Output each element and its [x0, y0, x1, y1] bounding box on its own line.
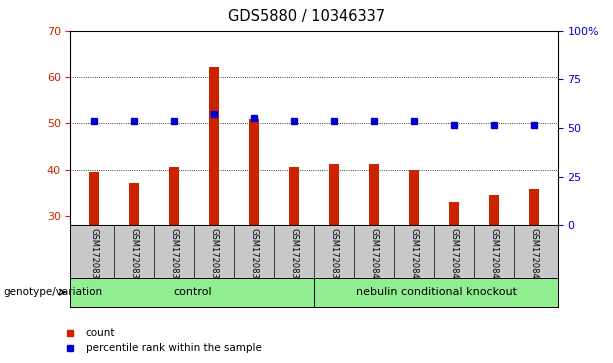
Bar	[209, 67, 219, 225]
Text: GSM1720843: GSM1720843	[489, 228, 498, 284]
Text: genotype/variation: genotype/variation	[3, 287, 102, 297]
Text: nebulin conditional knockout: nebulin conditional knockout	[356, 287, 517, 297]
Text: percentile rank within the sample: percentile rank within the sample	[86, 343, 262, 353]
Bar	[369, 164, 379, 225]
Bar	[529, 189, 539, 225]
Text: GSM1720833: GSM1720833	[90, 228, 99, 284]
Text: control: control	[173, 287, 212, 297]
Text: GSM1720839: GSM1720839	[330, 228, 338, 284]
Bar	[449, 202, 459, 225]
Text: GSM1720838: GSM1720838	[290, 228, 299, 284]
Text: GDS5880 / 10346337: GDS5880 / 10346337	[228, 9, 385, 24]
Text: GSM1720844: GSM1720844	[530, 228, 538, 284]
Text: GSM1720834: GSM1720834	[130, 228, 139, 284]
Bar	[409, 170, 419, 225]
Text: GSM1720840: GSM1720840	[370, 228, 379, 284]
Text: GSM1720837: GSM1720837	[249, 228, 259, 284]
Bar	[329, 164, 339, 225]
Bar	[249, 119, 259, 225]
Bar	[129, 183, 139, 225]
Text: GSM1720842: GSM1720842	[449, 228, 459, 284]
Bar	[169, 167, 180, 225]
Text: GSM1720841: GSM1720841	[409, 228, 419, 284]
Bar	[289, 167, 299, 225]
Bar	[89, 172, 99, 225]
Bar	[489, 195, 499, 225]
Text: GSM1720836: GSM1720836	[210, 228, 219, 284]
Text: GSM1720835: GSM1720835	[170, 228, 179, 284]
Text: count: count	[86, 328, 115, 338]
